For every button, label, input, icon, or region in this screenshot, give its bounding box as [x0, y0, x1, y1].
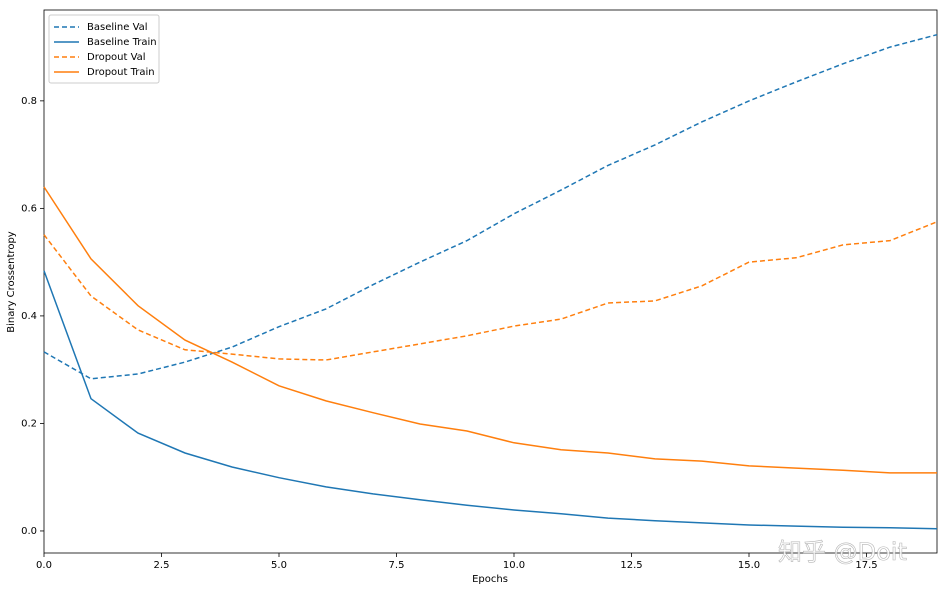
y-tick-label: 0.2 — [21, 418, 37, 429]
series-line — [43, 270, 938, 530]
x-axis-label: Epochs — [472, 574, 508, 585]
legend-label: Baseline Train — [87, 37, 157, 48]
watermark: 知乎 @Doit — [778, 538, 907, 566]
series-line — [43, 186, 937, 474]
x-tick-label: 0.0 — [36, 560, 52, 571]
legend-label: Dropout Val — [87, 52, 146, 63]
x-tick-label: 17.5 — [855, 560, 877, 571]
series-line — [43, 33, 938, 380]
x-tick-label: 12.5 — [620, 560, 642, 571]
x-tick-label: 7.5 — [389, 560, 405, 571]
x-tick-label: 10.0 — [503, 560, 525, 571]
series-line — [43, 221, 938, 361]
y-tick-label: 0.8 — [21, 96, 37, 107]
plot-frame — [43, 9, 938, 554]
x-tick-label: 2.5 — [154, 560, 170, 571]
y-axis-label: Binary Crossentropy — [6, 231, 17, 332]
x-tick-label: 15.0 — [738, 560, 760, 571]
y-tick-label: 0.4 — [21, 311, 37, 322]
legend-box — [48, 14, 160, 84]
x-tick-label: 5.0 — [271, 560, 287, 571]
legend-label: Dropout Train — [87, 67, 155, 78]
y-tick-label: 0.0 — [21, 526, 37, 537]
legend-label: Baseline Val — [87, 22, 148, 33]
y-tick-label: 0.6 — [21, 203, 37, 214]
